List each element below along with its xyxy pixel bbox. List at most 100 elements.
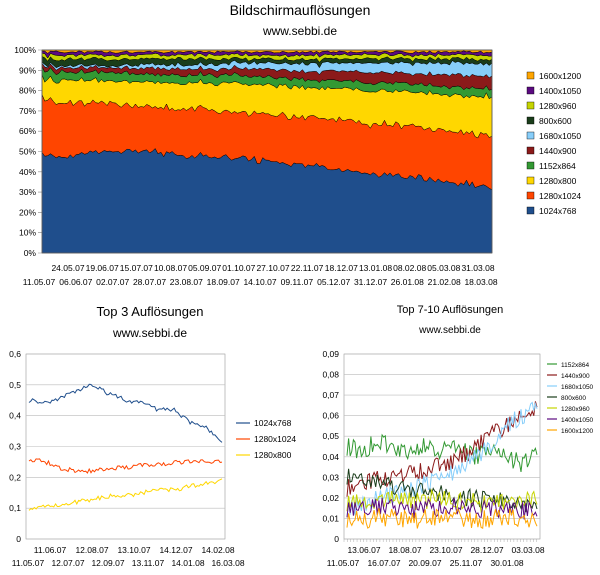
chart2-x-tick: 14.02.08 bbox=[201, 545, 234, 555]
chart2-legend-label: 1280x800 bbox=[254, 450, 292, 460]
chart1-x-tick: 02.07.07 bbox=[96, 277, 129, 287]
chart1-y-tick: 70% bbox=[19, 106, 36, 116]
chart1-x-tick: 10.08.07 bbox=[154, 263, 187, 273]
chart2-title: Top 3 Auflösungen bbox=[96, 304, 204, 319]
chart3-line-1600x1200 bbox=[346, 508, 538, 529]
chart1-legend-swatch bbox=[526, 161, 535, 170]
chart1-legend-label: 1024x768 bbox=[539, 206, 577, 216]
chart2-x-tick: 12.08.07 bbox=[75, 545, 108, 555]
chart3-y-tick: 0 bbox=[334, 534, 339, 544]
chart2-x-tick: 16.03.08 bbox=[211, 558, 244, 568]
chart1-x-tick: 28.07.07 bbox=[133, 277, 166, 287]
chart1-x-tick: 18.09.07 bbox=[207, 277, 240, 287]
chart1-x-tick: 31.12.07 bbox=[354, 277, 387, 287]
chart1-x-tick: 09.11.07 bbox=[281, 277, 314, 287]
chart3-x-tick: 11.05.07 bbox=[327, 558, 360, 568]
chart2-x-tick: 11.06.07 bbox=[34, 545, 67, 555]
chart3-line-1680x1050 bbox=[346, 401, 538, 518]
chart3-legend-label: 1440x900 bbox=[561, 373, 590, 380]
chart3-x-tick: 25.11.07 bbox=[450, 558, 483, 568]
chart1-x-tick: 26.01.08 bbox=[391, 277, 424, 287]
chart2-x-tick: 14.12.07 bbox=[159, 545, 192, 555]
chart3-legend-label: 1400x1050 bbox=[561, 417, 594, 424]
chart1-y-tick: 0% bbox=[24, 248, 37, 258]
chart1-y-tick: 50% bbox=[19, 147, 36, 157]
chart1-legend-label: 1280x1024 bbox=[539, 191, 581, 201]
chart1-x-tick: 05.09.07 bbox=[188, 263, 221, 273]
chart1-legend-swatch bbox=[526, 116, 535, 125]
chart1-legend-swatch bbox=[526, 86, 535, 95]
chart3-x-tick: 20.09.07 bbox=[408, 558, 441, 568]
chart3-y-tick: 0,05 bbox=[322, 431, 339, 441]
chart3-legend-label: 1280x960 bbox=[561, 406, 590, 413]
chart2-x-tick: 12.07.07 bbox=[51, 558, 84, 568]
chart3-svg: 0 0,01 0,02 0,03 0,04 0,05 0,06 0,07 0,08 0,09 115… bbox=[322, 349, 594, 568]
chart3-legend-label: 1680x1050 bbox=[561, 384, 594, 391]
chart3-y-tick: 0,01 bbox=[322, 513, 339, 523]
chart1-y-tick: 20% bbox=[19, 207, 36, 217]
chart3-y-tick: 0,04 bbox=[322, 452, 339, 462]
chart1-legend-swatch bbox=[526, 176, 535, 185]
chart2-line-1280x1024 bbox=[28, 458, 223, 474]
chart3-y-tick: 0,08 bbox=[322, 370, 339, 380]
chart3-x-tick: 23.10.07 bbox=[429, 545, 462, 555]
chart2-line-1280x800 bbox=[28, 478, 223, 511]
chart1-x-tick: 01.10.07 bbox=[222, 263, 255, 273]
chart2-y-tick: 0,3 bbox=[9, 442, 21, 452]
chart1-y-tick: 80% bbox=[19, 86, 36, 96]
chart1-legend-label: 1280x960 bbox=[539, 101, 577, 111]
chart3-subtitle: www.sebbi.de bbox=[419, 325, 481, 336]
chart1-legend-label: 1280x800 bbox=[539, 176, 577, 186]
chart1-x-tick: 31.03.08 bbox=[461, 263, 494, 273]
chart3-x-tick: 13.06.07 bbox=[347, 545, 380, 555]
chart2-y-tick: 0,1 bbox=[9, 503, 21, 513]
chart2-y-tick: 0,5 bbox=[9, 380, 21, 390]
chart3-y-tick: 0,02 bbox=[322, 493, 339, 503]
chart2-x-tick: 13.10.07 bbox=[117, 545, 150, 555]
chart1-x-tick: 11.05.07 bbox=[23, 277, 56, 287]
chart3-line-1280x960 bbox=[346, 488, 538, 514]
chart1-legend-label: 1440x900 bbox=[539, 146, 577, 156]
chart3-y-tick: 0,06 bbox=[322, 411, 339, 421]
chart2-x-tick: 11.05.07 bbox=[12, 558, 45, 568]
chart3-x-tick: 18.08.07 bbox=[388, 545, 421, 555]
chart1-x-tick: 14.10.07 bbox=[243, 277, 276, 287]
chart2-legend-label: 1024x768 bbox=[254, 418, 292, 428]
chart1-y-tick: 100% bbox=[14, 45, 36, 55]
chart2-y-tick: 0,6 bbox=[9, 349, 21, 359]
chart1-x-tick: 18.12.07 bbox=[325, 263, 358, 273]
chart1-legend-label: 1400x1050 bbox=[539, 86, 581, 96]
chart1-legend-swatch bbox=[526, 101, 535, 110]
chart1-y-tick: 40% bbox=[19, 167, 36, 177]
chart3-title: Top 7-10 Auflösungen bbox=[396, 304, 504, 316]
chart1-y-tick: 10% bbox=[19, 228, 36, 238]
chart3-x-tick: 03.03.08 bbox=[511, 545, 544, 555]
chart1-x-tick: 13.01.08 bbox=[359, 263, 392, 273]
chart3-x-tick: 30.01.08 bbox=[490, 558, 523, 568]
chart1-x-tick: 05.12.07 bbox=[317, 277, 350, 287]
chart1-legend-swatch bbox=[526, 71, 535, 80]
chart1-x-tick: 05.03.08 bbox=[427, 263, 460, 273]
chart3-legend-label: 1152x864 bbox=[561, 362, 589, 369]
chart2-legend-label: 1280x1024 bbox=[254, 434, 296, 444]
chart1-legend-label: 1152x864 bbox=[539, 161, 576, 171]
chart1-y-tick: 60% bbox=[19, 126, 36, 136]
chart1-x-tick: 23.08.07 bbox=[170, 277, 203, 287]
chart1-legend-label: 1600x1200 bbox=[539, 71, 581, 81]
chart1-x-tick: 21.02.08 bbox=[428, 277, 461, 287]
chart3-line-1400x1050 bbox=[346, 497, 538, 520]
chart2-y-tick: 0,4 bbox=[9, 411, 21, 421]
chart1-legend-swatch bbox=[526, 146, 535, 155]
chart2-line-1024x768 bbox=[28, 383, 223, 443]
chart2-x-tick: 13.11.07 bbox=[132, 558, 165, 568]
chart1-legend-swatch bbox=[526, 206, 535, 215]
chart3-legend-label: 1600x1200 bbox=[561, 428, 594, 435]
chart1-x-tick: 27.10.07 bbox=[256, 263, 289, 273]
chart1-legend-label: 800x600 bbox=[539, 116, 572, 126]
chart3-y-tick: 0,03 bbox=[322, 472, 339, 482]
chart1-x-tick: 06.06.07 bbox=[59, 277, 92, 287]
chart3-legend-label: 800x600 bbox=[561, 395, 586, 402]
chart3-y-tick: 0,09 bbox=[322, 349, 339, 359]
chart3-x-tick: 16.07.07 bbox=[367, 558, 400, 568]
chart3-y-tick: 0,07 bbox=[322, 390, 339, 400]
